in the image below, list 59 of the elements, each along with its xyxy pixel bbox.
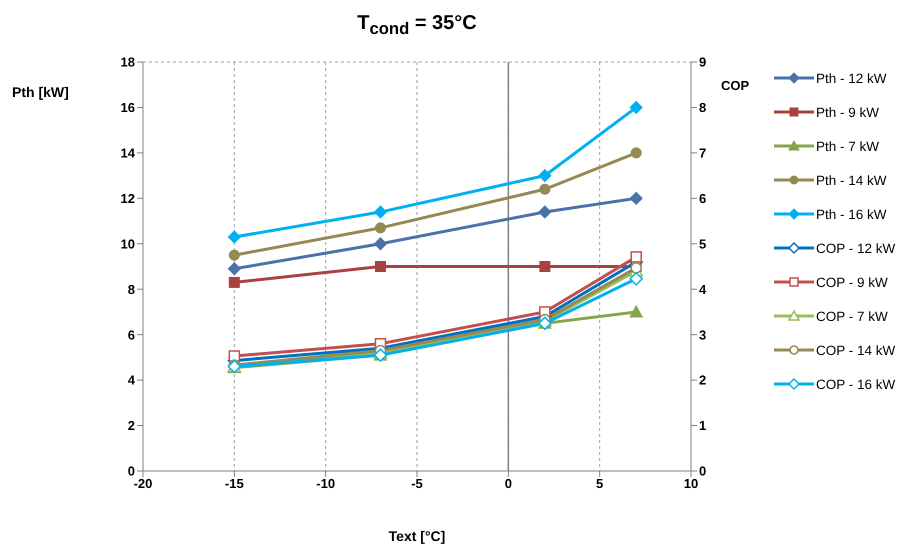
point xyxy=(629,272,643,286)
point xyxy=(630,305,643,318)
y2-tick-label: 4 xyxy=(699,282,707,297)
y2-tick-label: 8 xyxy=(699,100,706,116)
point xyxy=(228,262,241,276)
point xyxy=(374,261,386,272)
y-tick-label: 2 xyxy=(128,418,135,434)
point xyxy=(228,230,241,244)
legend-label: Pth - 14 kW xyxy=(816,172,887,188)
x-tick-label: 10 xyxy=(684,476,698,492)
y-axis-title: Pth [kW] xyxy=(12,84,69,100)
legend-label: COP - 16 kW xyxy=(816,376,896,392)
x-tick-label: 5 xyxy=(596,476,604,492)
y-tick-label: 16 xyxy=(120,100,135,116)
point xyxy=(374,222,386,234)
point xyxy=(630,100,643,114)
x-axis-title: Text [°C] xyxy=(388,528,446,544)
y-tick-label: 10 xyxy=(120,236,135,252)
x-tick-label: -15 xyxy=(224,476,244,492)
x-tick-label: -20 xyxy=(134,476,152,492)
point xyxy=(228,250,240,261)
legend-label: Pth - 9 kW xyxy=(816,104,880,120)
y2-axis-title: COP xyxy=(721,78,750,93)
legend-label: COP - 14 kW xyxy=(816,342,896,358)
x-tick-label: 0 xyxy=(504,476,512,492)
y2-tick-label: 5 xyxy=(699,236,706,252)
point xyxy=(630,147,642,158)
y-tick-label: 6 xyxy=(128,327,135,342)
point xyxy=(374,205,387,218)
y2-tick-label: 3 xyxy=(699,327,706,342)
legend-label: Pth - 16 kW xyxy=(816,206,887,222)
point xyxy=(538,205,552,218)
y-tick-label: 0 xyxy=(128,464,135,479)
point xyxy=(539,184,550,195)
x-tick-label: -5 xyxy=(411,476,423,492)
x-tick-label: -10 xyxy=(316,476,336,492)
y-tick-label: 8 xyxy=(128,282,135,297)
point xyxy=(630,251,642,263)
point xyxy=(374,237,387,250)
legend-label: COP - 7 kW xyxy=(816,308,888,324)
chart-title: T$_{cond}$ = 35°C xyxy=(357,12,477,38)
y-tick-label: 12 xyxy=(120,190,135,206)
y2-tick-label: 6 xyxy=(699,190,706,206)
y-tick-label: 14 xyxy=(120,146,136,161)
point xyxy=(539,261,550,272)
y2-tick-label: 7 xyxy=(699,146,706,161)
legend-label: COP - 9 kW xyxy=(816,274,888,290)
y2-tick-label: 1 xyxy=(699,418,706,434)
y-tick-label: 18 xyxy=(120,54,135,70)
point xyxy=(228,276,240,288)
y2-tick-label: 2 xyxy=(699,372,706,388)
y2-tick-label: 0 xyxy=(699,464,706,479)
legend-label: Pth - 7 kW xyxy=(816,138,880,154)
y-tick-label: 4 xyxy=(128,372,136,388)
point xyxy=(630,192,643,205)
y2-tick-label: 9 xyxy=(699,54,706,70)
legend-label: COP - 12 kW xyxy=(816,240,896,256)
point xyxy=(538,169,552,182)
legend-label: Pth - 12 kW xyxy=(816,70,887,86)
